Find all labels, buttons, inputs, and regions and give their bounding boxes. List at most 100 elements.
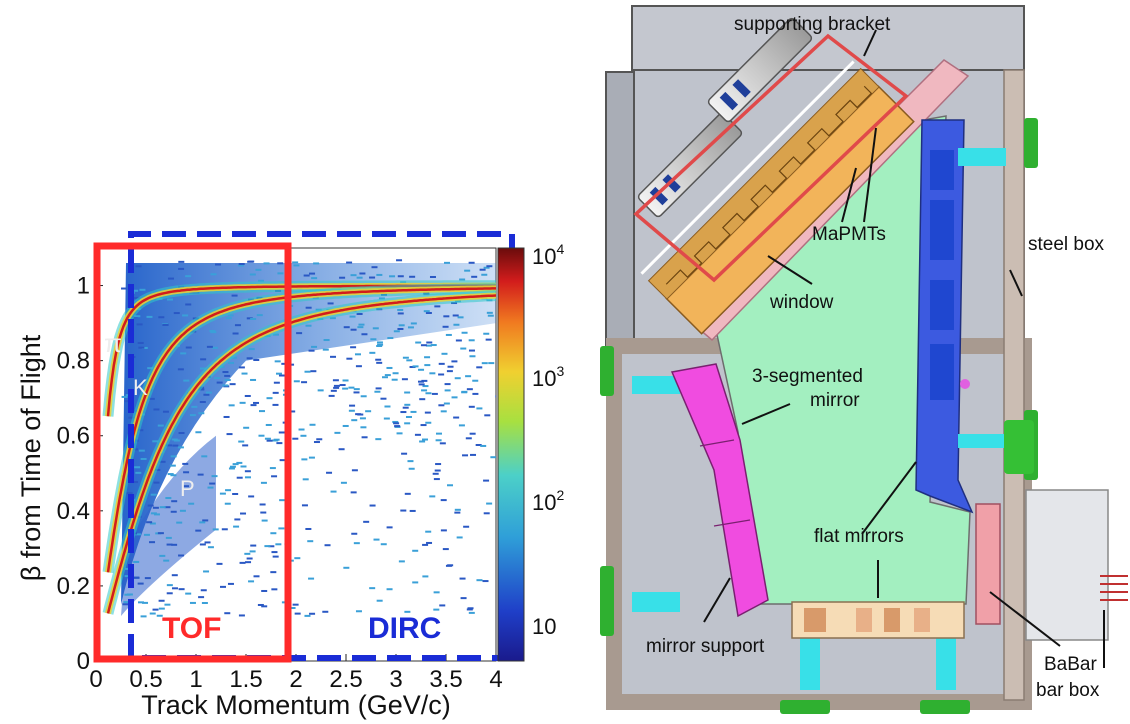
density-speck	[369, 504, 376, 507]
density-speck	[301, 381, 308, 384]
density-speck	[140, 615, 147, 618]
density-speck	[147, 367, 154, 370]
dirc-label: DIRC	[368, 612, 441, 645]
density-speck	[429, 495, 436, 498]
density-speck	[281, 362, 288, 365]
density-speck	[301, 504, 308, 507]
density-speck	[346, 261, 353, 264]
density-speck	[126, 492, 133, 495]
density-speck	[270, 532, 277, 535]
flat-mirrors-label: flat mirrors	[814, 526, 904, 547]
density-speck	[149, 541, 156, 544]
detector-schematic: supporting bracket MaPMTs window steel b…	[600, 5, 1128, 714]
x-tick-label: 0	[89, 666, 102, 693]
density-speck	[150, 512, 157, 515]
density-speck	[182, 314, 189, 317]
density-speck	[303, 274, 310, 277]
colorbar-ticks: 104 103 102 10	[532, 241, 564, 639]
density-speck	[412, 581, 419, 584]
density-speck	[248, 495, 255, 498]
density-speck	[309, 612, 316, 615]
cyan-support	[958, 148, 1006, 166]
density-speck	[157, 424, 164, 427]
density-speck	[272, 403, 279, 406]
segmented-mirror-label-line2: mirror	[810, 390, 860, 411]
density-speck	[278, 431, 285, 434]
density-speck	[166, 444, 173, 447]
density-speck	[444, 261, 451, 264]
density-speck	[422, 438, 429, 441]
density-speck	[263, 262, 270, 265]
density-speck	[374, 390, 381, 393]
density-speck	[203, 393, 210, 396]
density-speck	[123, 601, 130, 604]
density-speck	[475, 443, 482, 446]
density-speck	[422, 543, 429, 546]
density-speck	[257, 279, 264, 282]
babar-bar-box	[1025, 489, 1109, 641]
density-speck	[308, 577, 315, 580]
density-speck	[476, 579, 483, 582]
density-speck	[124, 575, 131, 578]
density-speck	[438, 404, 445, 407]
density-speck	[372, 327, 379, 330]
density-speck	[353, 542, 360, 545]
density-speck	[308, 349, 315, 352]
density-speck	[409, 509, 416, 512]
density-speck	[166, 592, 173, 595]
density-speck	[173, 312, 180, 315]
density-speck	[360, 426, 367, 429]
density-speck	[455, 339, 462, 342]
density-speck	[396, 259, 403, 262]
density-speck	[238, 614, 245, 617]
density-speck	[137, 341, 144, 344]
density-speck	[419, 398, 426, 401]
density-speck	[438, 362, 445, 365]
density-speck	[232, 492, 239, 495]
density-speck	[221, 528, 228, 531]
density-speck	[356, 312, 363, 315]
density-speck	[391, 378, 398, 381]
density-speck	[384, 374, 391, 377]
density-speck	[486, 311, 493, 314]
density-speck	[246, 557, 253, 560]
density-speck	[209, 482, 216, 485]
babar-label: BaBar	[1044, 654, 1097, 675]
density-speck	[422, 385, 429, 388]
density-speck	[435, 432, 442, 435]
density-speck	[140, 457, 147, 460]
density-speck	[393, 422, 400, 425]
density-speck	[162, 323, 169, 326]
density-speck	[351, 469, 358, 472]
density-speck	[422, 575, 429, 578]
cyan-support	[936, 636, 956, 690]
density-speck	[240, 465, 247, 468]
density-speck	[355, 365, 362, 368]
density-speck	[463, 525, 470, 528]
density-speck	[454, 511, 461, 514]
density-speck	[259, 503, 266, 506]
cyan-support	[632, 592, 680, 612]
y-tick-label: 0	[77, 648, 90, 675]
density-speck	[136, 323, 143, 326]
flat-mirror-segment	[930, 150, 954, 190]
density-speck	[343, 566, 350, 569]
particle-band	[106, 287, 496, 573]
density-speck	[438, 373, 445, 376]
density-speck	[242, 444, 249, 447]
density-speck	[376, 273, 383, 276]
density-speck	[185, 346, 192, 349]
density-speck	[135, 265, 142, 268]
density-speck	[170, 510, 177, 513]
density-speck	[458, 424, 465, 427]
density-speck	[153, 408, 160, 411]
y-tick-label: 0.2	[57, 573, 90, 600]
density-speck	[149, 522, 156, 525]
density-speck	[418, 368, 425, 371]
density-speck	[199, 367, 206, 370]
density-speck	[461, 331, 468, 334]
density-speck	[199, 543, 206, 546]
density-speck	[197, 473, 204, 476]
density-speck	[250, 404, 257, 407]
